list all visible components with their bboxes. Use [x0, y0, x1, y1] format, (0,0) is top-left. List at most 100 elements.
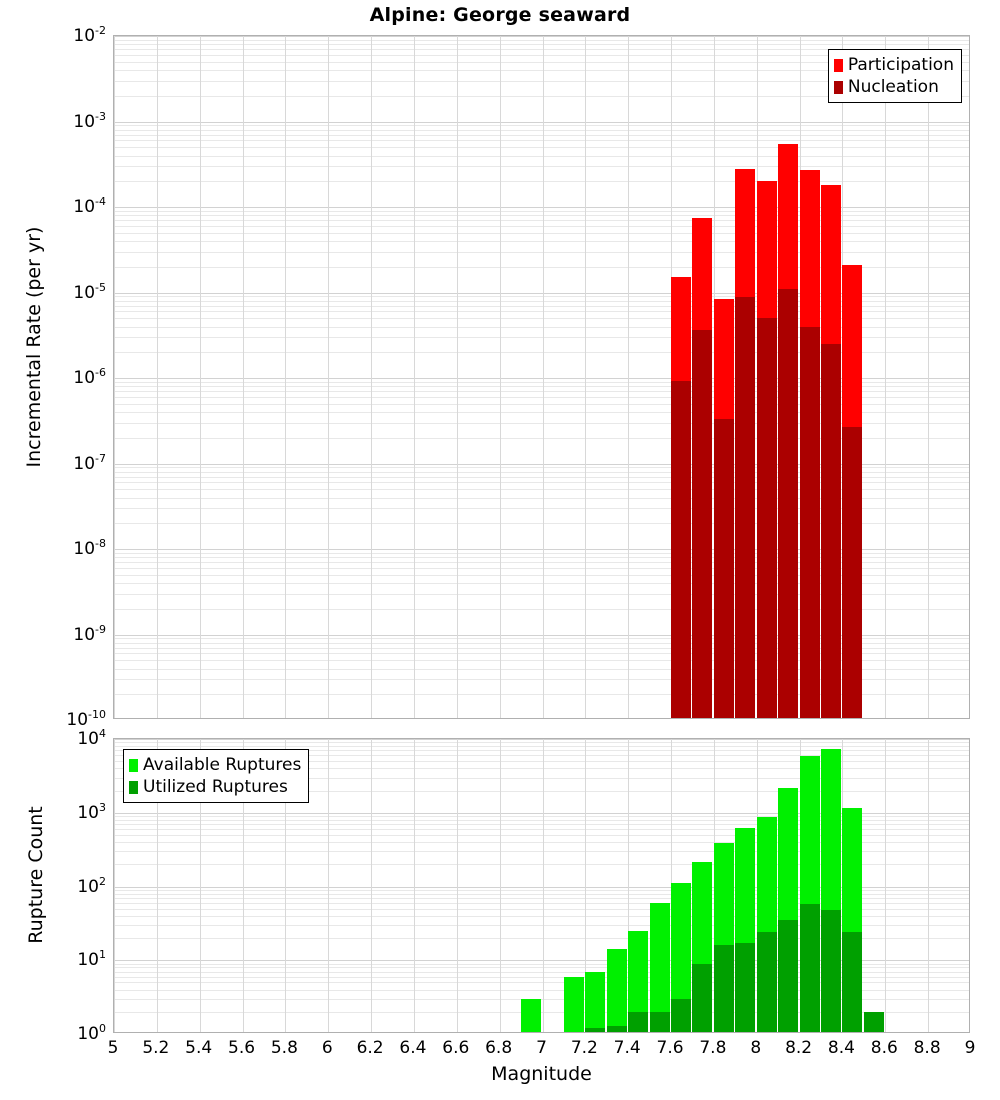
- page-title: Alpine: George seaward: [369, 4, 631, 26]
- gridline-vertical: [328, 36, 329, 718]
- gridline-horizontal: [114, 318, 969, 319]
- gridline-horizontal: [114, 909, 969, 910]
- y-tick-label: 100: [77, 1022, 106, 1044]
- bar-nucleation: [842, 426, 863, 718]
- x-tick-label: 6.4: [399, 1038, 427, 1058]
- bar-nucleation: [713, 419, 734, 718]
- bar-utilized: [692, 963, 713, 1032]
- gridline-horizontal: [114, 568, 969, 569]
- bar-nucleation: [671, 380, 691, 718]
- gridline-horizontal: [114, 813, 969, 814]
- gridline-horizontal: [114, 293, 969, 294]
- bar-nucleation: [735, 296, 756, 718]
- gridline-vertical: [585, 739, 586, 1032]
- bar-available: [649, 902, 670, 1032]
- gridline-vertical: [114, 739, 115, 1032]
- gridline-horizontal: [114, 489, 969, 490]
- gridline-horizontal: [114, 55, 969, 56]
- x-tick-label: 7.6: [656, 1038, 684, 1058]
- legend-swatch-icon: [129, 758, 138, 772]
- bar-utilized: [821, 910, 841, 1032]
- gridline-horizontal: [114, 594, 969, 595]
- gridline-horizontal: [114, 761, 969, 762]
- gridline-vertical: [928, 739, 929, 1032]
- gridline-horizontal: [114, 306, 969, 307]
- legend-label: Utilized Ruptures: [143, 776, 288, 797]
- legend-item[interactable]: Available Ruptures: [129, 754, 301, 776]
- gridline-horizontal: [114, 842, 969, 843]
- gridline-vertical: [500, 36, 501, 718]
- x-tick-label: 5.8: [270, 1038, 298, 1058]
- gridline-horizontal: [114, 472, 969, 473]
- bar-nucleation: [756, 318, 777, 718]
- gridline-horizontal: [114, 583, 969, 584]
- gridline-horizontal: [114, 382, 969, 383]
- gridline-horizontal: [114, 820, 969, 821]
- bottom-y-axis-label: Rupture Count: [25, 806, 47, 944]
- gridline-horizontal: [114, 140, 969, 141]
- gridline-vertical: [243, 739, 244, 1032]
- x-tick-label: 5.6: [228, 1038, 256, 1058]
- bar-utilized: [778, 920, 799, 1032]
- gridline-horizontal: [114, 964, 969, 965]
- gridline-horizontal: [114, 352, 969, 353]
- gridline-horizontal: [114, 864, 969, 865]
- x-tick-label: 5.2: [142, 1038, 170, 1058]
- legend-item[interactable]: Utilized Ruptures: [129, 776, 301, 798]
- gridline-horizontal: [114, 220, 969, 221]
- gridline-horizontal: [114, 296, 969, 297]
- y-tick-label: 10-2: [73, 24, 106, 46]
- x-tick-label: 5: [107, 1038, 119, 1058]
- gridline-horizontal: [114, 508, 969, 509]
- gridline-horizontal: [114, 916, 969, 917]
- bar-utilized: [628, 1011, 649, 1032]
- y-tick-label: 10-5: [73, 280, 106, 303]
- x-tick-label: 8.8: [913, 1038, 941, 1058]
- top-plot-panel: Participation Nucleation: [113, 35, 970, 719]
- gridline-horizontal: [114, 829, 969, 830]
- gridline-horizontal: [114, 181, 969, 182]
- gridline-horizontal: [114, 999, 969, 1000]
- y-tick-label: 10-9: [73, 622, 106, 645]
- gridline-horizontal: [114, 125, 969, 126]
- x-tick-label: 8.6: [870, 1038, 898, 1058]
- x-tick-label: 8: [750, 1038, 762, 1058]
- gridline-horizontal: [114, 81, 969, 82]
- gridline-horizontal: [114, 977, 969, 978]
- bar-available: [671, 883, 691, 1032]
- gridline-horizontal: [114, 562, 969, 563]
- legend-bottom: Available Ruptures Utilized Ruptures: [123, 749, 310, 803]
- legend-item[interactable]: Participation: [833, 54, 954, 76]
- gridline-vertical: [285, 739, 286, 1032]
- gridline-horizontal: [114, 739, 969, 740]
- x-tick-label: 7: [536, 1038, 547, 1058]
- x-tick-label: 9: [964, 1038, 976, 1058]
- gridline-vertical: [285, 36, 286, 718]
- bar-nucleation: [692, 330, 713, 718]
- gridline-horizontal: [114, 679, 969, 680]
- gridline-horizontal: [114, 438, 969, 439]
- y-tick-label: 10-10: [66, 708, 106, 730]
- x-tick-label: 6.6: [442, 1038, 470, 1058]
- legend-item[interactable]: Nucleation: [833, 76, 954, 98]
- gridline-horizontal: [114, 211, 969, 212]
- bar-utilized: [585, 1028, 606, 1032]
- gridline-horizontal: [114, 130, 969, 131]
- gridline-horizontal: [114, 972, 969, 973]
- bar-utilized: [756, 932, 777, 1032]
- y-tick-label: 10-6: [73, 366, 106, 388]
- gridline-horizontal: [114, 557, 969, 558]
- gridline-horizontal: [114, 337, 969, 338]
- gridline-horizontal: [114, 898, 969, 899]
- gridline-vertical: [414, 36, 415, 718]
- gridline-horizontal: [114, 147, 969, 148]
- gridline-horizontal: [114, 386, 969, 387]
- gridline-vertical: [200, 739, 201, 1032]
- gridline-horizontal: [114, 166, 969, 167]
- gridline-horizontal: [114, 423, 969, 424]
- gridline-vertical: [200, 36, 201, 718]
- bottom-plot-panel: Available Ruptures Utilized Ruptures: [113, 738, 970, 1033]
- gridline-horizontal: [114, 96, 969, 97]
- gridline-horizontal: [114, 887, 969, 888]
